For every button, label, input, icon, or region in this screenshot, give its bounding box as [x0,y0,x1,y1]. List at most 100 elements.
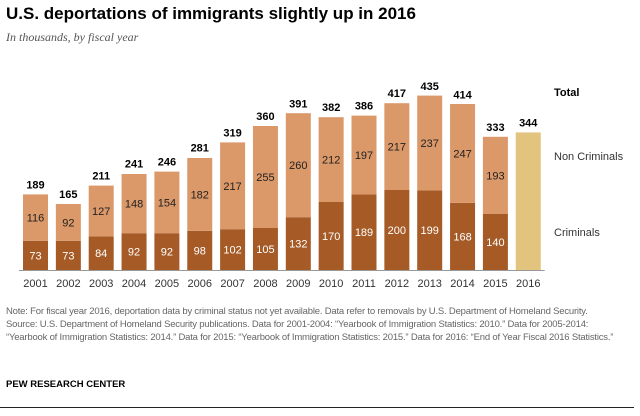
label-total-2001: 189 [26,179,44,191]
label-total-2010: 382 [322,102,340,114]
label-total-2013: 435 [421,81,439,93]
bar-noncriminals-2007 [220,142,246,230]
bar-criminals-2014 [450,202,476,270]
bar-noncriminals-2009 [285,113,311,218]
bar-noncriminals-2010 [318,117,344,202]
label-criminals-2008: 105 [256,244,274,256]
bar-criminals-2004 [121,233,147,270]
notes: Note: For fiscal year 2016, deportation … [6,305,631,344]
label-total-2003: 211 [92,171,110,183]
legend-total: Total [554,87,579,99]
bar-noncriminals-2006 [187,158,213,231]
label-total-2007: 319 [223,127,241,139]
label-criminals-2001: 73 [29,250,41,262]
bar-criminals-2001 [23,240,48,270]
x-tick-2007: 2007 [220,278,244,290]
bar-noncriminals-2003 [88,185,114,237]
label-noncriminals-2003: 127 [92,206,110,218]
x-tick-2005: 2005 [155,278,179,290]
bar-noncriminals-2008 [252,126,278,228]
label-noncriminals-2009: 260 [289,160,307,172]
bar-criminals-2012 [384,190,410,270]
x-tick-2010: 2010 [319,278,343,290]
bar-noncriminals-2002 [55,204,81,241]
bar-criminals-2015 [482,214,508,270]
bar-criminals-2006 [187,230,213,270]
chart-subtitle: In thousands, by fiscal year [6,30,139,44]
bar-criminals-2002 [55,240,81,270]
label-noncriminals-2015: 193 [486,170,504,182]
x-tick-2009: 2009 [286,278,310,290]
label-criminals-2009: 132 [289,239,307,251]
label-total-2014: 414 [453,89,472,101]
label-criminals-2007: 102 [223,245,241,257]
label-noncriminals-2005: 154 [158,197,176,209]
label-criminals-2003: 84 [95,248,107,260]
label-noncriminals-2011: 197 [355,150,373,162]
bar-chart: 73 116 189 2001 73 92 165 2002 84 127 211 2003 92 148… [19,81,624,290]
x-tick-2001: 2001 [23,278,47,290]
x-tick-2006: 2006 [188,278,212,290]
legend-noncriminals: Non Criminals [554,151,624,163]
label-total-2008: 360 [256,111,274,123]
label-total-2002: 165 [59,189,77,201]
x-tick-2002: 2002 [56,278,80,290]
bar-criminals-2013 [417,190,443,270]
x-tick-2011: 2011 [352,278,376,290]
label-total-2011: 386 [355,101,373,113]
label-noncriminals-2007: 217 [223,181,241,193]
label-noncriminals-2004: 148 [125,199,143,211]
chart-title: U.S. deportations of immigrants slightly… [6,4,416,23]
bar-criminals-2009 [285,217,311,270]
label-total-2012: 417 [388,88,406,100]
bar-criminals-2008 [252,228,278,270]
label-criminals-2012: 200 [388,225,406,237]
bottom-rule [0,407,634,408]
label-noncriminals-2008: 255 [256,172,274,184]
x-tick-2012: 2012 [385,278,409,290]
organization-label: PEW RESEARCH CENTER [6,379,126,390]
label-noncriminals-2012: 217 [388,142,406,154]
x-tick-2004: 2004 [122,278,146,290]
label-criminals-2010: 170 [322,231,340,243]
x-tick-2014: 2014 [450,278,474,290]
label-criminals-2014: 168 [453,231,471,243]
source-text: Source: U.S. Department of Homeland Secu… [6,319,614,343]
bar-noncriminals-2012 [384,103,410,190]
label-total-2009: 391 [289,99,307,111]
bar-noncriminals-2004 [121,174,147,234]
label-total-2005: 246 [158,157,176,169]
bar-criminals-2005 [154,233,180,270]
bar-noncriminals-2013 [417,95,443,191]
label-total-2006: 281 [191,143,209,155]
bar-total-2016 [515,132,541,270]
bar-noncriminals-2011 [351,115,377,195]
label-total-2016: 344 [519,117,538,129]
bar-criminals-2011 [351,194,377,270]
label-noncriminals-2006: 182 [191,189,209,201]
bar-criminals-2003 [88,236,114,270]
bar-criminals-2010 [318,202,344,270]
bar-noncriminals-2015 [482,136,508,214]
legend-criminals: Criminals [554,227,600,239]
x-tick-2015: 2015 [483,278,507,290]
label-noncriminals-2013: 237 [421,138,439,150]
bar-noncriminals-2014 [450,104,476,203]
bar-noncriminals-2001 [23,194,48,241]
label-total-2015: 333 [486,122,504,134]
label-total-2004: 241 [125,159,143,171]
label-noncriminals-2014: 247 [453,148,471,160]
x-tick-2008: 2008 [253,278,277,290]
label-criminals-2005: 92 [161,247,173,259]
x-tick-2016: 2016 [516,278,540,290]
label-criminals-2004: 92 [128,247,140,259]
note-text: Note: For fiscal year 2016, deportation … [6,306,588,317]
label-criminals-2015: 140 [486,237,504,249]
x-tick-2013: 2013 [417,278,441,290]
label-criminals-2013: 199 [421,225,439,237]
label-criminals-2002: 73 [62,250,74,262]
label-criminals-2006: 98 [194,245,206,257]
label-noncriminals-2002: 92 [62,217,74,229]
bar-noncriminals-2005 [154,171,180,234]
